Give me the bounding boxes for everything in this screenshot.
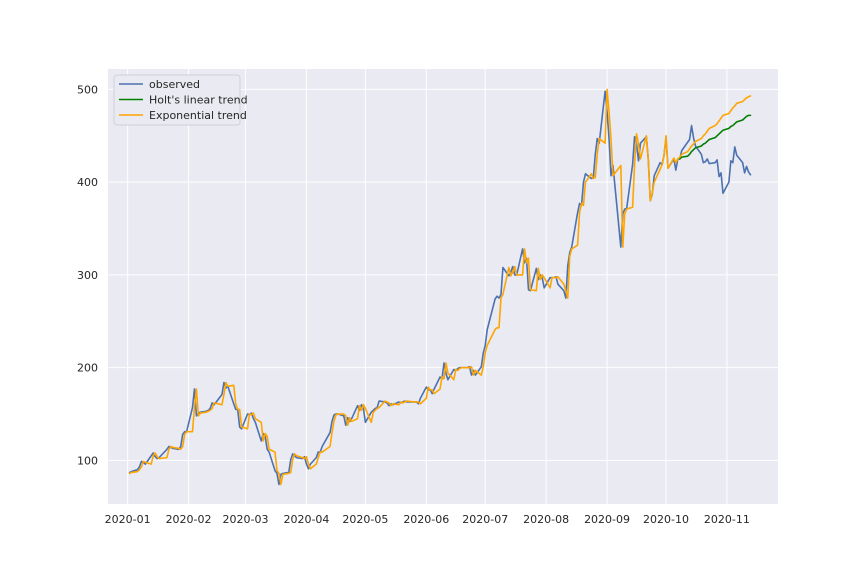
x-tick-label: 2020-11 [704, 513, 750, 526]
x-tick-label: 2020-10 [643, 513, 689, 526]
legend: observed Holt's linear trend Exponential t… [113, 74, 248, 126]
y-tick-label: 500 [77, 83, 98, 96]
plot-area [108, 69, 778, 504]
x-tick-label: 2020-03 [223, 513, 269, 526]
x-tick-label: 2020-04 [283, 513, 329, 526]
x-tick-label: 2020-08 [523, 513, 569, 526]
legend-box [113, 74, 241, 126]
x-tick-label: 2020-06 [403, 513, 449, 526]
x-tick-label: 2020-01 [105, 513, 151, 526]
legend-label: Exponential trend [149, 109, 247, 122]
x-tick-label: 2020-07 [462, 513, 508, 526]
x-tick-label: 2020-09 [584, 513, 630, 526]
x-tick-label: 2020-05 [342, 513, 388, 526]
series-line-holt-s-linear-trend [678, 114, 752, 160]
y-tick-label: 200 [77, 362, 98, 375]
y-tick-label: 300 [77, 269, 98, 282]
x-axis-ticks: 2020-01 2020-02 2020-03 2020-04 2020-05 2020-… [105, 513, 750, 526]
y-tick-label: 400 [77, 176, 98, 189]
legend-label: Holt's linear trend [149, 94, 248, 107]
y-tick-label: 100 [77, 454, 98, 467]
y-axis-ticks: 100 200 300 400 500 [77, 83, 98, 467]
series-layer [128, 88, 752, 486]
series-line-exponential-trend [128, 88, 752, 486]
legend-label: observed [149, 78, 200, 91]
x-tick-label: 2020-02 [166, 513, 212, 526]
